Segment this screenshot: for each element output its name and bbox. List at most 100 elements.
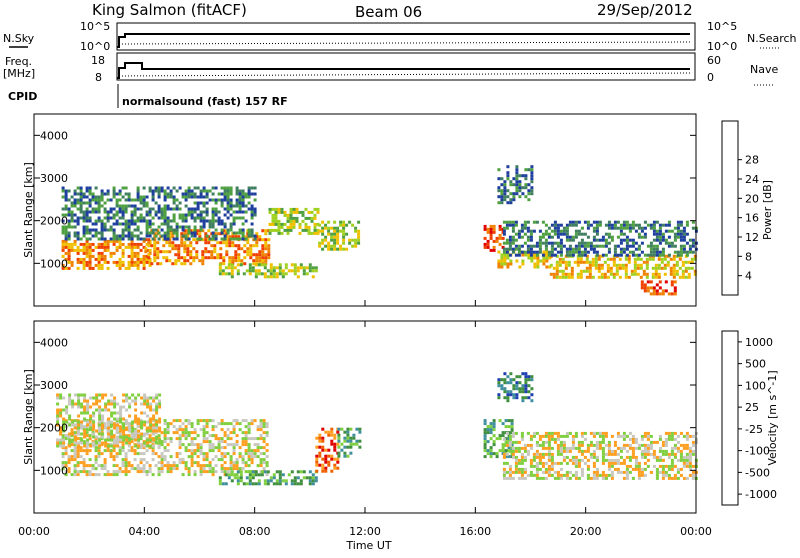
velocity-echo-cell	[527, 390, 531, 394]
power-echo-cell	[106, 266, 110, 270]
power-echo-cell	[318, 223, 322, 227]
power-echo-cell	[109, 228, 113, 232]
power-echo-cell	[521, 262, 525, 266]
velocity-echo-cell	[259, 464, 263, 468]
velocity-echo-cell	[511, 455, 515, 459]
velocity-echo-cell	[502, 443, 506, 447]
power-echo-cell	[238, 207, 242, 211]
power-echo-cell	[91, 248, 95, 252]
velocity-echo-cell	[598, 434, 602, 438]
velocity-ytick-label: 2000	[40, 422, 68, 435]
velocity-echo-cell	[547, 437, 551, 441]
velocity-echo-cell	[82, 449, 86, 453]
power-echo-cell	[252, 262, 256, 266]
velocity-echo-cell	[652, 452, 656, 456]
velocity-echo-cell	[223, 431, 227, 435]
velocity-echo-cell	[580, 449, 584, 453]
power-echo-cell	[112, 242, 116, 246]
power-echo-cell	[264, 247, 268, 251]
velocity-echo-cell	[71, 432, 75, 436]
velocity-echo-cell	[89, 423, 93, 427]
power-echo-cell	[121, 222, 125, 226]
power-echo-cell	[597, 266, 601, 270]
velocity-echo-cell	[59, 438, 63, 442]
power-echo-cell	[619, 226, 623, 230]
velocity-echo-cell	[489, 428, 493, 432]
power-echo-cell	[151, 237, 155, 241]
power-echo-cell	[124, 225, 128, 229]
velocity-echo-cell	[73, 473, 77, 477]
power-echo-cell	[115, 222, 119, 226]
power-echo-cell	[247, 189, 251, 193]
power-echo-cell	[541, 241, 545, 245]
power-echo-cell	[514, 244, 518, 248]
power-echo-cell	[631, 250, 635, 254]
velocity-echo-cell	[193, 461, 197, 465]
power-echo-cell	[526, 244, 530, 248]
power-echo-cell	[73, 204, 77, 208]
power-echo-cell	[220, 192, 224, 196]
power-echo-cell	[220, 219, 224, 223]
velocity-echo-cell	[109, 473, 113, 477]
power-echo-cell	[526, 250, 530, 254]
velocity-echo-cell	[248, 470, 252, 474]
power-echo-cell	[498, 233, 502, 237]
power-echo-cell	[342, 223, 346, 227]
power-echo-cell	[100, 198, 104, 202]
power-echo-cell	[238, 192, 242, 196]
velocity-echo-cell	[550, 446, 554, 450]
velocity-ytick-label: 1000	[40, 464, 68, 477]
power-echo-cell	[245, 269, 249, 273]
power-echo-cell	[651, 266, 655, 270]
power-echo-cell	[542, 259, 546, 263]
power-echo-cell	[591, 257, 595, 261]
power-echo-cell	[293, 266, 297, 270]
power-echo-cell	[254, 272, 258, 276]
velocity-echo-cell	[259, 428, 263, 432]
power-echo-cell	[527, 253, 531, 257]
power-echo-cell	[189, 262, 193, 266]
power-echo-cell	[625, 253, 629, 257]
velocity-echo-cell	[146, 444, 150, 448]
velocity-echo-cell	[119, 411, 123, 415]
velocity-echo-cell	[124, 470, 128, 474]
velocity-echo-cell	[143, 420, 147, 424]
velocity-echo-cell	[616, 446, 620, 450]
velocity-echo-cell	[308, 482, 312, 486]
velocity-echo-cell	[518, 381, 522, 385]
velocity-echo-cell	[556, 443, 560, 447]
velocity-echo-cell	[682, 455, 686, 459]
power-echo-cell	[154, 201, 158, 205]
velocity-echo-cell	[104, 441, 108, 445]
nave-line	[118, 72, 691, 77]
power-echo-cell	[94, 257, 98, 261]
power-echo-cell	[336, 232, 340, 236]
power-echo-cell	[235, 231, 239, 235]
velocity-echo-cell	[199, 449, 203, 453]
velocity-echo-cell	[85, 473, 89, 477]
power-echo-cell	[558, 260, 562, 264]
velocity-echo-cell	[184, 464, 188, 468]
velocity-echo-cell	[112, 458, 116, 462]
power-echo-cell	[238, 216, 242, 220]
power-echo-cell	[637, 253, 641, 257]
power-echo-cell	[97, 204, 101, 208]
power-echo-cell	[180, 244, 184, 248]
power-echo-cell	[527, 183, 531, 187]
velocity-echo-cell	[263, 470, 267, 474]
velocity-echo-cell	[190, 422, 194, 426]
power-echo-cell	[607, 220, 611, 224]
velocity-echo-cell	[670, 476, 674, 480]
power-echo-cell	[103, 257, 107, 261]
velocity-echo-cell	[199, 473, 203, 477]
velocity-echo-cell	[190, 443, 194, 447]
power-echo-cell	[171, 247, 175, 251]
power-echo-cell	[592, 238, 596, 242]
velocity-echo-cell	[256, 443, 260, 447]
power-echo-cell	[226, 189, 230, 193]
power-echo-cell	[561, 272, 565, 276]
power-echo-cell	[168, 235, 172, 239]
power-echo-cell	[564, 275, 568, 279]
velocity-echo-cell	[544, 470, 548, 474]
velocity-echo-cell	[124, 464, 128, 468]
